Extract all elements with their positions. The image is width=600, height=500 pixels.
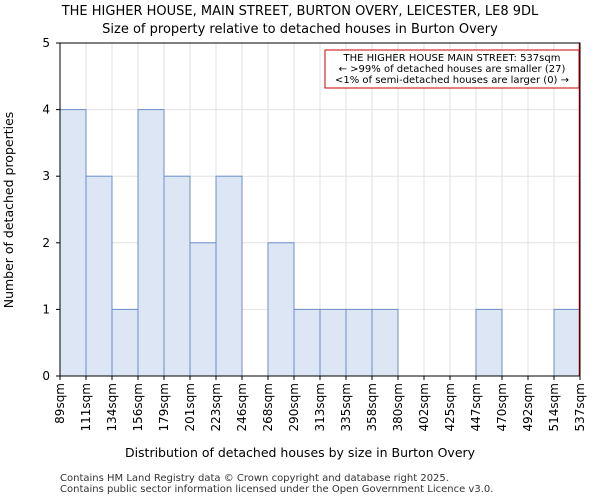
bar bbox=[189, 242, 217, 377]
x-tick-label: 335sqm bbox=[339, 383, 353, 431]
annotation-border bbox=[324, 49, 580, 89]
x-tick-label: 313sqm bbox=[313, 383, 327, 431]
y-tick-label: 3 bbox=[42, 169, 50, 183]
footer-copyright: Contains HM Land Registry data © Crown c… bbox=[60, 473, 449, 484]
y-tick-label: 0 bbox=[42, 369, 50, 383]
x-tick-label: 290sqm bbox=[287, 383, 301, 431]
x-tick-label: 179sqm bbox=[157, 383, 171, 431]
y-axis-ticks: 0 1 2 3 4 5 bbox=[42, 36, 60, 383]
annotation-box: THE HIGHER HOUSE MAIN STREET: 537sqm ← >… bbox=[324, 49, 580, 89]
x-tick-label: 492sqm bbox=[521, 383, 535, 431]
bars bbox=[59, 109, 581, 377]
x-tick-label: 223sqm bbox=[209, 383, 223, 431]
chart-title: THE HIGHER HOUSE, MAIN STREET, BURTON OV… bbox=[61, 4, 539, 19]
x-tick-label: 447sqm bbox=[469, 383, 483, 431]
y-tick-label: 5 bbox=[42, 36, 50, 50]
bar bbox=[163, 175, 191, 377]
bar bbox=[371, 308, 399, 377]
footer-licence: Contains public sector information licen… bbox=[60, 484, 494, 495]
bar bbox=[85, 175, 113, 377]
y-axis-label: Number of detached properties bbox=[1, 112, 16, 309]
x-tick-label: 402sqm bbox=[417, 383, 431, 431]
x-tick-label: 89sqm bbox=[53, 383, 67, 424]
x-tick-label: 537sqm bbox=[573, 383, 587, 431]
x-tick-label: 246sqm bbox=[235, 383, 249, 431]
x-axis-ticks: 89sqm 111sqm 134sqm 156sqm 179sqm 201sqm 223sq… bbox=[53, 376, 587, 431]
x-tick-label: 425sqm bbox=[443, 383, 457, 431]
bar bbox=[111, 308, 139, 377]
x-tick-label: 156sqm bbox=[131, 383, 145, 431]
bar bbox=[293, 308, 321, 377]
x-tick-label: 380sqm bbox=[391, 383, 405, 431]
x-tick-label: 514sqm bbox=[547, 383, 561, 431]
bar bbox=[345, 308, 373, 377]
x-tick-label: 268sqm bbox=[261, 383, 275, 431]
annotation-line-1: THE HIGHER HOUSE MAIN STREET: 537sqm bbox=[343, 53, 561, 64]
chart-subtitle: Size of property relative to detached ho… bbox=[102, 22, 498, 37]
x-tick-label: 201sqm bbox=[183, 383, 197, 431]
bar bbox=[553, 308, 581, 377]
bar bbox=[267, 242, 295, 377]
x-tick-label: 134sqm bbox=[105, 383, 119, 431]
bar bbox=[215, 175, 243, 377]
x-tick-label: 111sqm bbox=[79, 383, 93, 431]
x-tick-label: 470sqm bbox=[495, 383, 509, 431]
bar bbox=[319, 308, 347, 377]
y-tick-label: 1 bbox=[42, 302, 50, 316]
annotation-line-3: <1% of semi-detached houses are larger (… bbox=[335, 75, 569, 86]
bar bbox=[137, 109, 165, 377]
y-tick-label: 4 bbox=[42, 103, 50, 117]
x-axis-label: Distribution of detached houses by size … bbox=[125, 445, 476, 460]
bar bbox=[59, 109, 87, 377]
x-tick-label: 358sqm bbox=[365, 383, 379, 431]
annotation-line-2: ← >99% of detached houses are smaller (2… bbox=[339, 64, 566, 75]
y-tick-label: 2 bbox=[42, 236, 50, 250]
bar bbox=[475, 308, 503, 377]
